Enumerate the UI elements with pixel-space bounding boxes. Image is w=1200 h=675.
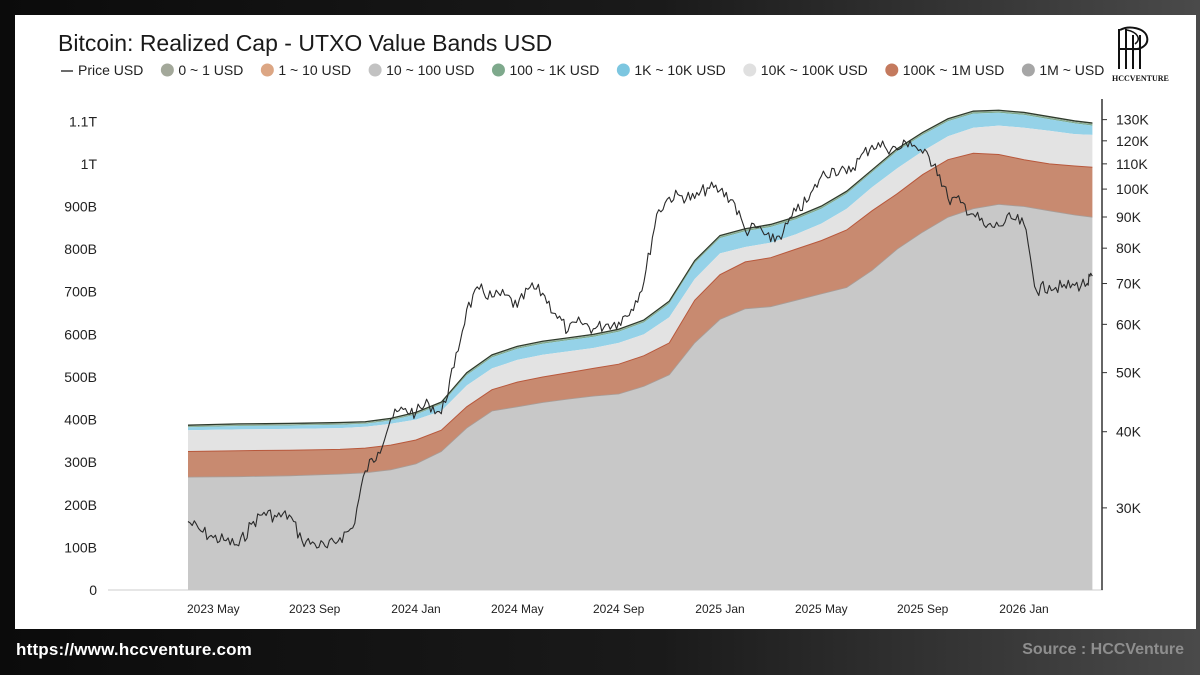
x-tick-label: 2025 Sep <box>897 602 949 616</box>
x-tick-label: 2024 May <box>491 602 544 616</box>
legend-label: 1 ~ 10 USD <box>278 62 351 78</box>
left-tick-label: 0 <box>89 582 97 598</box>
x-axis: 2023 May 2023 Sep 2024 Jan 2024 May 2024 Sep… <box>187 602 1049 616</box>
x-tick-label: 2025 Jan <box>695 602 744 616</box>
legend-item[interactable]: 100 ~ 1K USD <box>491 62 599 78</box>
x-tick-label: 2025 May <box>795 602 848 616</box>
chart-legend: Price USD 0 ~ 1 USD 1 ~ 10 USD 10 ~ 100 USD… <box>61 62 1104 78</box>
x-tick-label: 2023 May <box>187 602 240 616</box>
legend-item[interactable]: 10K ~ 100K USD <box>743 62 868 78</box>
legend-label: 1M ~ USD <box>1039 62 1104 78</box>
right-tick-label: 110K <box>1116 156 1148 172</box>
left-tick-label: 1T <box>81 156 98 172</box>
left-tick-label: 400B <box>64 412 97 428</box>
x-tick-label: 2024 Sep <box>593 602 645 616</box>
chart-title: Bitcoin: Realized Cap - UTXO Value Bands… <box>58 30 552 56</box>
legend-dot-marker <box>260 63 274 77</box>
price-usd-line <box>187 139 1093 549</box>
right-tick-label: 30K <box>1116 500 1142 516</box>
legend-item[interactable]: 10 ~ 100 USD <box>368 62 475 78</box>
right-tick-label: 100K <box>1116 181 1149 197</box>
band-areas <box>187 109 1093 590</box>
source-credit: Source : HCCVenture <box>1022 641 1184 658</box>
legend-label: 1K ~ 10K USD <box>634 62 725 78</box>
legend-item[interactable]: 100K ~ 1M USD <box>885 62 1004 78</box>
website-url[interactable]: https://www.hccventure.com <box>16 640 252 659</box>
left-tick-label: 200B <box>64 497 97 513</box>
legend-label: Price USD <box>78 62 143 78</box>
left-tick-label: 700B <box>64 284 97 300</box>
legend-dot-marker <box>885 63 899 77</box>
left-tick-label: 900B <box>64 199 97 215</box>
logo-text: HCCVENTURE <box>1112 74 1169 83</box>
x-tick-label: 2024 Jan <box>391 602 440 616</box>
band-edge <box>187 109 1093 426</box>
legend-dot-marker <box>743 63 757 77</box>
legend-dot-marker <box>491 63 505 77</box>
legend-item[interactable]: 1 ~ 10 USD <box>260 62 351 78</box>
legend-label: 100K ~ 1M USD <box>903 62 1005 78</box>
right-tick-label: 70K <box>1116 276 1142 292</box>
legend-label: 10K ~ 100K USD <box>761 62 868 78</box>
left-tick-label: 300B <box>64 454 97 470</box>
legend-dot-marker <box>368 63 382 77</box>
left-tick-label: 600B <box>64 326 97 342</box>
right-tick-label: 60K <box>1116 316 1142 332</box>
band-10k-100k-usd <box>188 125 1093 452</box>
left-tick-label: 100B <box>64 539 97 555</box>
legend-dot-marker <box>616 63 630 77</box>
left-axis: 0 100B 200B 300B 400B 500B 600B 700B 800B 900B 1T 1… <box>64 113 97 598</box>
right-tick-label: 50K <box>1116 365 1142 381</box>
legend-label: 0 ~ 1 USD <box>178 62 243 78</box>
legend-item[interactable]: Price USD <box>61 62 143 78</box>
legend-item[interactable]: 1K ~ 10K USD <box>616 62 726 78</box>
legend-label: 100 ~ 1K USD <box>509 62 599 78</box>
right-tick-label: 80K <box>1116 240 1142 256</box>
right-tick-label: 130K <box>1116 112 1149 128</box>
price-series <box>187 139 1093 549</box>
hcc-monogram-icon: HCCVENTURE <box>1112 26 1169 83</box>
right-tick-label: 90K <box>1116 209 1142 225</box>
right-tick-label: 120K <box>1116 133 1149 149</box>
band-edge <box>187 203 1093 478</box>
left-tick-label: 500B <box>64 369 97 385</box>
band-1m-usd <box>188 204 1093 590</box>
legend-label: 10 ~ 100 USD <box>386 62 474 78</box>
left-tick-label: 800B <box>64 241 97 257</box>
left-tick-label: 1.1T <box>69 113 97 129</box>
chart-canvas: Bitcoin: Realized Cap - UTXO Value Bands… <box>58 26 1169 616</box>
legend-item[interactable]: 0 ~ 1 USD <box>160 62 243 78</box>
band-100k-1m-usd <box>188 153 1093 478</box>
right-tick-label: 40K <box>1116 424 1142 440</box>
legend-item[interactable]: 1M ~ USD <box>1021 62 1104 78</box>
legend-dot-marker <box>160 63 174 77</box>
band-edge <box>187 152 1093 452</box>
x-tick-label: 2023 Sep <box>289 602 341 616</box>
x-tick-label: 2026 Jan <box>999 602 1048 616</box>
right-axis: 30K 40K 50K 60K 70K 80K 90K 100K 110K 120K 130K <box>1102 112 1149 516</box>
chart-card: Bitcoin: Realized Cap - UTXO Value Bands… <box>15 15 1196 629</box>
legend-dot-marker <box>1021 63 1035 77</box>
